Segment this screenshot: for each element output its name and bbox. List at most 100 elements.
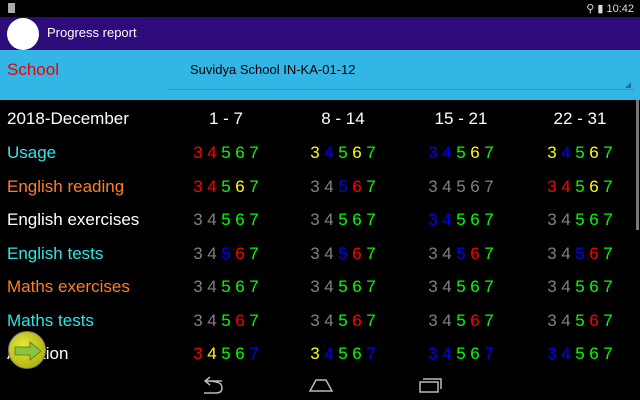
level-digit: 3 (428, 243, 438, 263)
level-digit: 6 (589, 344, 599, 363)
level-digit: 3 (547, 310, 557, 330)
level-digit: 4 (207, 344, 217, 363)
level-digit: 3 (310, 176, 320, 196)
next-button[interactable] (8, 331, 46, 369)
level-digit: 3 (428, 176, 438, 196)
level-digit: 4 (207, 210, 217, 229)
recents-icon[interactable] (417, 376, 443, 394)
level-digit: 3 (547, 143, 557, 162)
table-row: English exercises 3 4 5 6 7 3 4 5 6 7 3 4 5 6 7 3 4 5 6 7 (0, 210, 640, 240)
level-digit: 7 (484, 176, 494, 196)
level-digit: 7 (603, 344, 613, 363)
level-digit: 7 (249, 344, 259, 363)
level-digit: 5 (456, 277, 466, 296)
scrollbar[interactable] (636, 100, 639, 230)
school-select[interactable]: Suvidya School IN-KA-01-12 (190, 62, 356, 77)
level-digit: 3 (310, 210, 320, 229)
row-label[interactable]: Usage (7, 143, 57, 162)
level-digit: 4 (442, 243, 452, 263)
level-digit: 7 (603, 176, 613, 196)
level-digit: 6 (235, 243, 245, 263)
back-icon[interactable] (200, 376, 226, 394)
level-digit: 5 (456, 310, 466, 330)
level-digit: 3 (428, 310, 438, 330)
level-digit: 6 (589, 277, 599, 296)
school-band: School Suvidya School IN-KA-01-12 (0, 50, 640, 100)
row-label[interactable]: Maths exercises (7, 277, 130, 296)
level-digit: 3 (193, 277, 203, 296)
level-digit: 6 (235, 310, 245, 330)
level-digit: 6 (352, 243, 362, 263)
row-label[interactable]: English exercises (7, 210, 140, 229)
level-digit: 4 (561, 344, 571, 363)
school-label: School (7, 60, 59, 79)
level-digit: 4 (324, 210, 334, 229)
level-digit: 6 (470, 210, 480, 229)
level-digit: 3 (193, 344, 203, 363)
column-header: 1 - 7 (208, 109, 244, 128)
level-digit: 7 (366, 210, 376, 229)
row-label[interactable]: English tests (7, 243, 104, 263)
level-digit: 5 (338, 143, 348, 162)
level-digit: 4 (324, 277, 334, 296)
row-label[interactable]: English reading (7, 176, 125, 196)
level-digit: 5 (575, 243, 585, 263)
level-digit: 3 (547, 176, 557, 196)
level-digit: 7 (366, 277, 376, 296)
level-digit: 5 (338, 344, 348, 363)
level-digit: 6 (589, 310, 599, 330)
level-digit: 3 (428, 143, 438, 162)
school-logo-icon[interactable] (7, 18, 39, 50)
level-digit: 7 (484, 310, 494, 330)
level-digit: 6 (235, 277, 245, 296)
level-digit: 6 (352, 176, 362, 196)
level-digit: 7 (366, 143, 376, 162)
level-digit: 5 (221, 277, 231, 296)
status-bar: ⚲ ▮ 10:42 (0, 0, 640, 17)
level-digit: 6 (470, 143, 480, 162)
level-digit: 5 (338, 243, 348, 263)
level-digit: 7 (603, 210, 613, 229)
row-label[interactable]: Maths tests (7, 310, 94, 330)
level-digit: 5 (456, 143, 466, 162)
level-digit: 7 (484, 143, 494, 162)
dropdown-arrow-icon[interactable] (625, 82, 631, 88)
level-digit: 3 (547, 277, 557, 296)
level-digit: 6 (589, 210, 599, 229)
table-row: Maths exercises 3 4 5 6 7 3 4 5 6 7 3 4 5 6 7 3 4 5 6 7 (0, 277, 640, 307)
level-digit: 6 (470, 243, 480, 263)
level-digit: 6 (589, 243, 599, 263)
level-digit: 3 (310, 243, 320, 263)
home-icon[interactable] (308, 376, 334, 394)
level-digit: 5 (338, 310, 348, 330)
level-digit: 3 (547, 243, 557, 263)
